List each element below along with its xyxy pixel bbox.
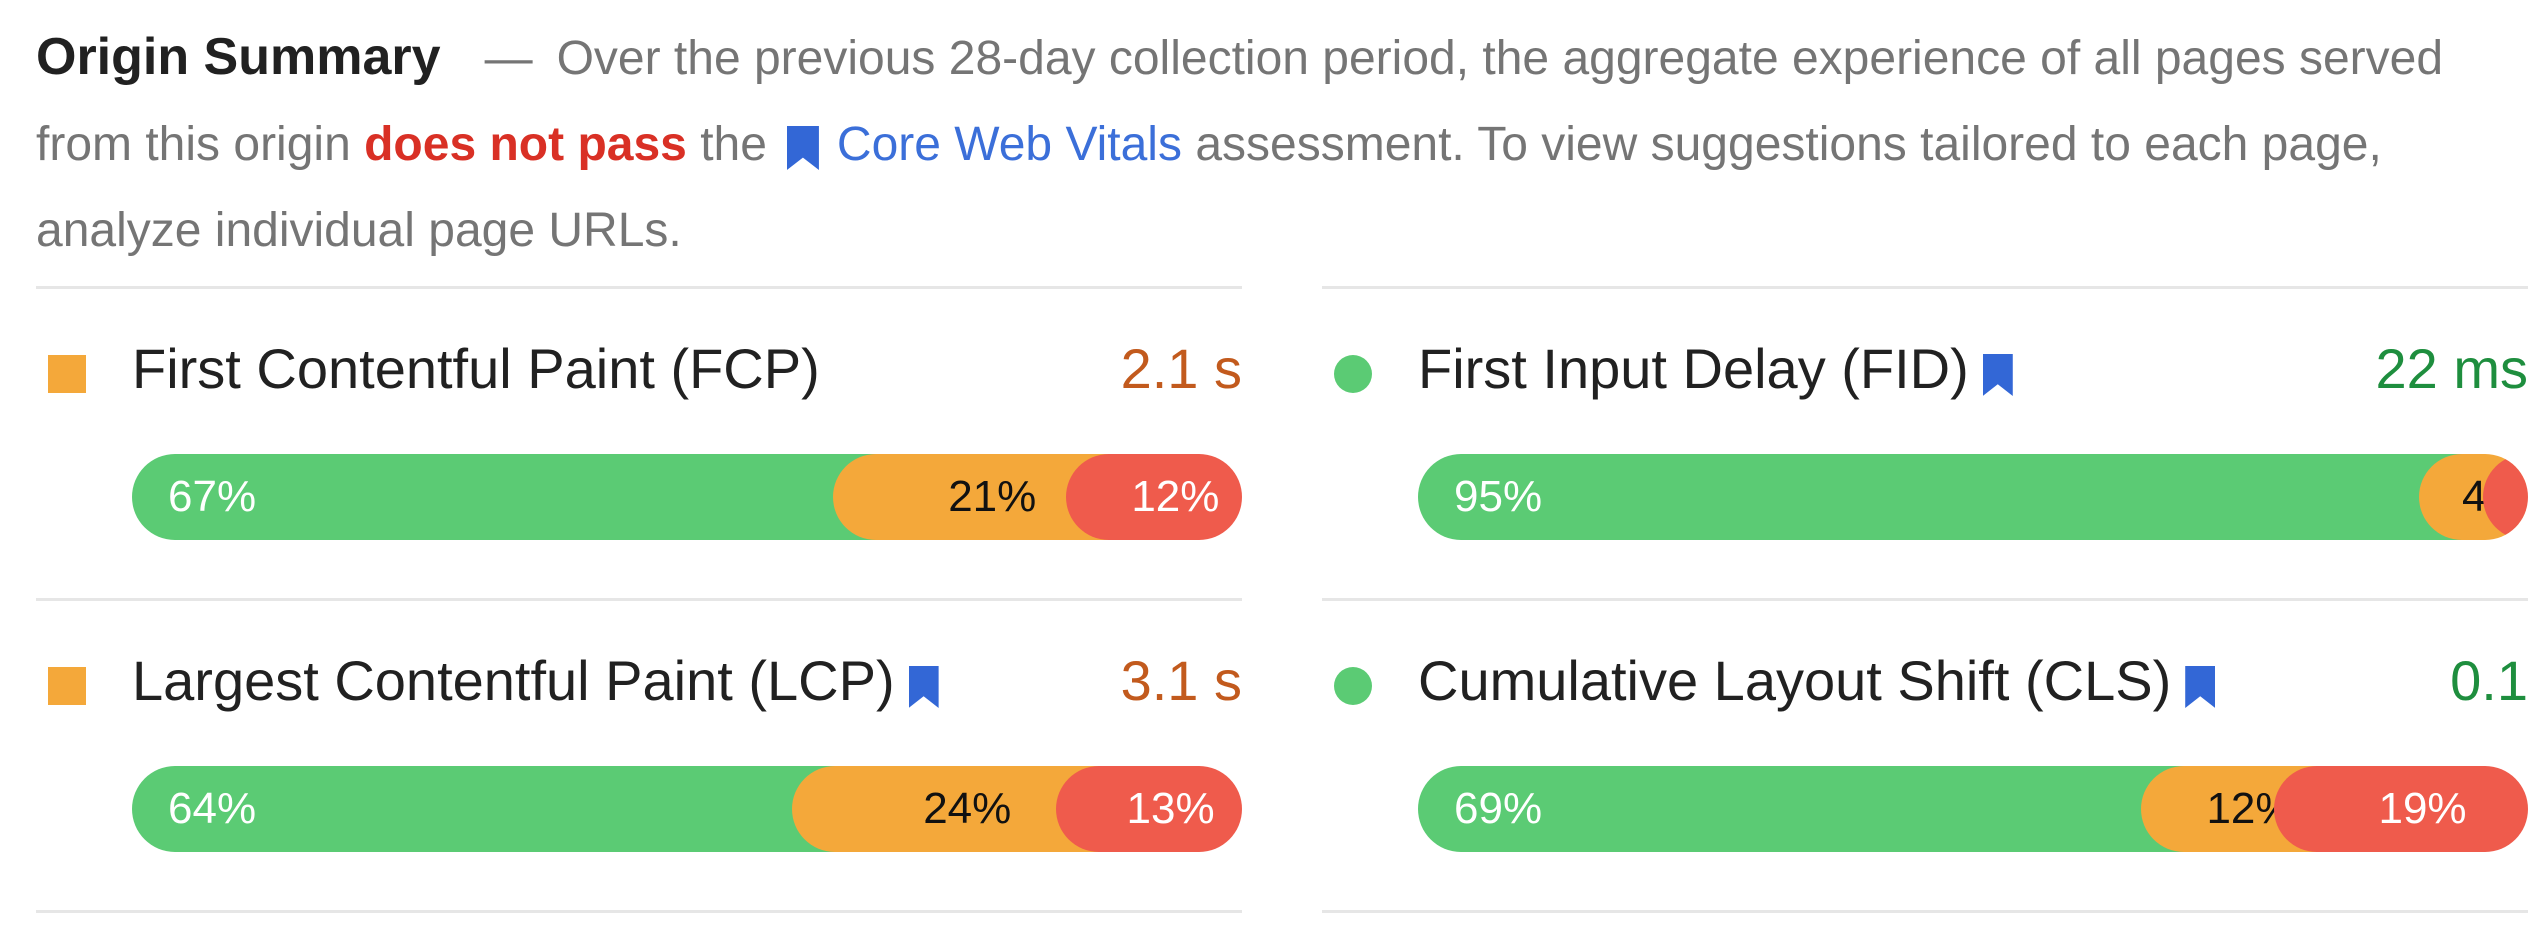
metric-name-text: Cumulative Layout Shift (CLS) — [1418, 649, 2172, 712]
needs-improvement-segment: 24% — [792, 766, 1100, 852]
summary-the: the — [700, 118, 767, 171]
needs-improvement-segment: 21% — [832, 454, 1109, 540]
divider — [36, 286, 1242, 289]
metrics-column-left: First Contentful Paint (FCP) 2.1 s 67% 2… — [36, 286, 1242, 913]
summary-title: Origin Summary — [36, 28, 441, 86]
metric-cls: Cumulative Layout Shift (CLS) 0.1 69% 12… — [1322, 601, 2528, 910]
poor-segment: 12% — [1065, 454, 1242, 540]
core-web-vitals-link[interactable]: Core Web Vitals — [836, 118, 1182, 171]
good-segment: 95% — [1418, 454, 2463, 540]
divider — [36, 910, 1242, 913]
metric-name-text: First Input Delay (FID) — [1418, 337, 1969, 400]
distribution-bar: 95% 4% 2% — [1418, 454, 2528, 540]
good-circle-icon — [1334, 355, 1372, 393]
poor-segment: 13% — [1056, 766, 1242, 852]
good-circle-icon — [1334, 667, 1372, 705]
metrics-column-right: First Input Delay (FID) 22 ms 95% 4% 2% … — [1322, 286, 2528, 913]
metric-value: 2.1 s — [1120, 337, 1242, 400]
divider — [1322, 598, 2528, 601]
needs-improvement-square-icon — [48, 355, 86, 393]
bookmark-icon — [786, 126, 819, 170]
divider — [1322, 910, 2528, 913]
poor-segment: 19% — [2274, 766, 2528, 852]
bookmark-icon[interactable] — [908, 666, 939, 708]
metric-name: Cumulative Layout Shift (CLS) — [1418, 649, 2216, 713]
metric-fid: First Input Delay (FID) 22 ms 95% 4% 2% — [1322, 289, 2528, 598]
good-segment: 69% — [1418, 766, 2184, 852]
divider — [1322, 286, 2528, 289]
metric-value: 0.1 — [2450, 649, 2528, 712]
summary-intro: Over the previous 28-day collection peri… — [36, 32, 2444, 171]
metric-name: First Input Delay (FID) — [1418, 337, 2013, 401]
bookmark-icon[interactable] — [1982, 354, 2013, 396]
summary-outro: assessment. To view suggestions tailored… — [36, 118, 2382, 257]
bookmark-icon[interactable] — [2185, 666, 2216, 708]
distribution-bar: 64% 24% 13% — [132, 766, 1242, 852]
metric-value: 3.1 s — [1120, 649, 1242, 712]
divider — [36, 598, 1242, 601]
distribution-bar: 69% 12% 19% — [1418, 766, 2528, 852]
metric-name: First Contentful Paint (FCP) — [132, 337, 820, 401]
good-segment: 64% — [132, 766, 836, 852]
metric-name: Largest Contentful Paint (LCP) — [132, 649, 939, 713]
metric-lcp: Largest Contentful Paint (LCP) 3.1 s 64%… — [36, 601, 1242, 910]
metric-name-text: Largest Contentful Paint (LCP) — [132, 649, 895, 712]
metric-value: 22 ms — [2375, 337, 2529, 400]
needs-improvement-square-icon — [48, 667, 86, 705]
assessment-result: does not pass — [364, 118, 687, 171]
metric-name-text: First Contentful Paint (FCP) — [132, 337, 820, 400]
good-segment: 67% — [132, 454, 876, 540]
distribution-bar: 67% 21% 12% — [132, 454, 1242, 540]
summary-dash: — — [484, 32, 533, 85]
metric-fcp: First Contentful Paint (FCP) 2.1 s 67% 2… — [36, 289, 1242, 598]
origin-summary: Origin Summary — Over the previous 28-day … — [36, 14, 2476, 274]
